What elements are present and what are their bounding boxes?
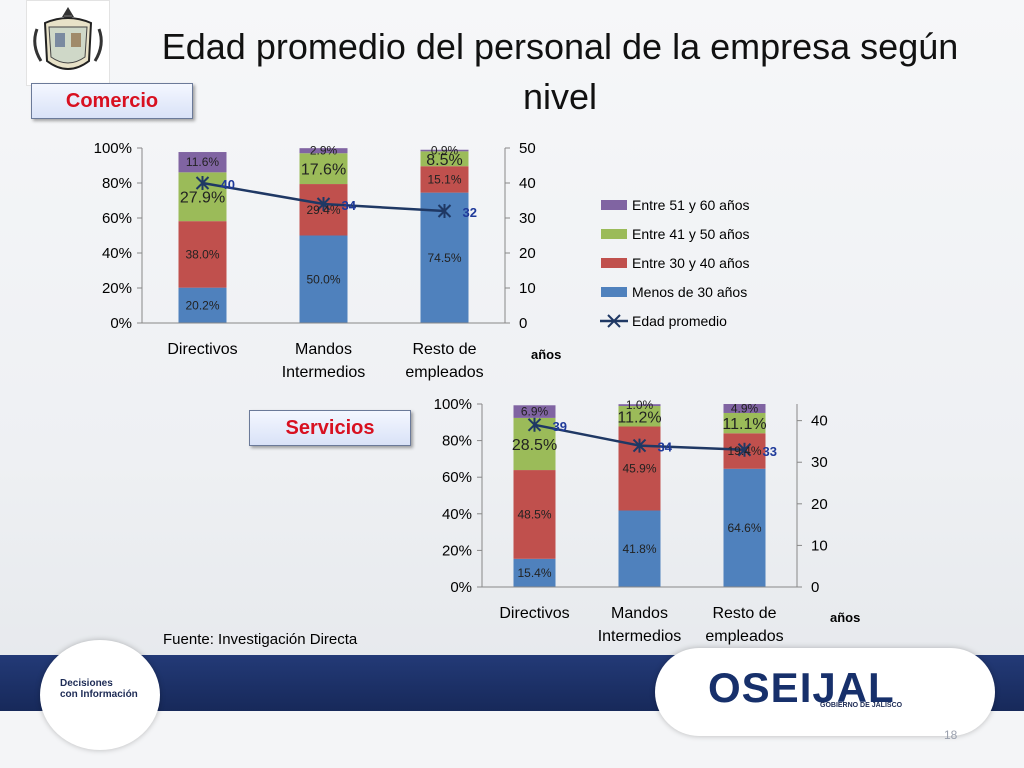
bar-51-60 [420,149,469,152]
legend-marker [607,314,621,328]
source-note: Fuente: Investigación Directa [163,631,358,648]
decisiones-logo-badge [40,640,160,750]
y-right-tick-label: 20 [519,245,536,262]
page-number: 18 [944,728,958,742]
bar-data-label: 0.9% [431,144,459,158]
edad-promedio-label: 32 [463,205,477,220]
bar-data-label: 27.9% [180,190,225,207]
y-left-tick-label: 20% [102,280,132,297]
servicios-tag: Servicios [249,410,411,446]
seijal-logo-subtitle: GOBIERNO DE JALISCO [820,702,903,709]
y-left-tick-label: 80% [102,175,132,192]
edad-promedio-marker [316,197,331,211]
y-left-tick-label: 0% [110,315,132,332]
edad-promedio-marker [195,176,210,190]
legend-swatch [601,229,627,239]
decisiones-logo-line2: con Información [60,689,138,700]
bar-menos30 [178,287,227,323]
y-left-tick-label: 60% [102,210,132,227]
edad-promedio-label: 34 [342,198,357,213]
legend-label: Entre 51 y 60 años [632,197,750,213]
legend-label: Menos de 30 años [632,284,747,300]
category-label: Directivos [167,341,237,358]
bar-41-50 [299,153,348,185]
bar-data-label: 74.5% [427,251,461,265]
y-right-tick-label: 30 [519,210,536,227]
bar-data-label: 15.1% [427,172,461,186]
coat-of-arms-logo [26,0,110,86]
seijal-logo-badge [655,648,995,736]
bar-data-label: 8.5% [426,152,462,169]
comercio-tag: Comercio [31,83,193,119]
y-right-tick-label: 40 [519,175,536,192]
category-label: Resto de [412,341,476,358]
category-label: Intermedios [282,364,366,381]
decisiones-logo: Decisiones con Información [60,678,138,700]
edad-promedio-label: 40 [221,177,235,192]
bar-data-label: 38.0% [185,247,219,261]
y-right-tick-label: 50 [519,140,536,157]
legend-label: Edad promedio [632,313,727,329]
edad-promedio-marker [437,204,452,218]
bar-30-40 [420,166,469,193]
seijal-logo: OSEIJAL [708,664,895,711]
bar-data-label: 29.4% [306,203,340,217]
bar-30-40 [178,221,227,288]
y-right-tick-label: 10 [519,280,536,297]
bar-51-60 [299,148,348,154]
bar-41-50 [420,151,469,167]
bar-data-label: 11.6% [186,155,219,169]
legend-swatch [601,258,627,268]
y-left-tick-label: 40% [102,245,132,262]
category-label: empleados [405,364,483,381]
y-left-tick-label: 100% [94,140,132,157]
legend-label: Entre 30 y 40 años [632,255,750,271]
bar-data-label: 20.2% [185,298,219,312]
bar-data-label: 50.0% [306,272,340,286]
legend-label: Entre 41 y 50 años [632,226,750,242]
bar-data-label: 17.6% [301,162,346,179]
y-right-axis-label: años [531,347,561,362]
bar-menos30 [299,235,348,323]
bar-51-60 [178,152,227,173]
bar-data-label: 2.9% [310,144,338,158]
decisiones-logo-line1: Decisiones [60,678,113,689]
coat-of-arms-icon [33,7,103,70]
page-title: Edad promedio del personal de la empresa… [161,26,959,117]
legend-swatch [601,287,627,297]
category-label: Mandos [295,341,352,358]
legend-swatch [601,200,627,210]
y-right-tick-label: 0 [519,315,527,332]
